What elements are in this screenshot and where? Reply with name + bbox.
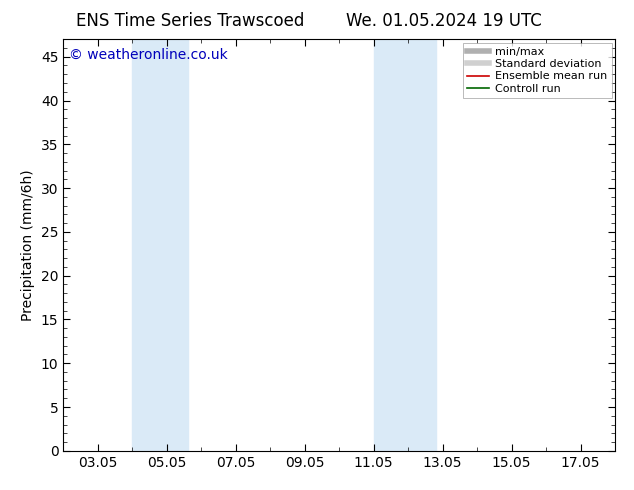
Y-axis label: Precipitation (mm/6h): Precipitation (mm/6h) <box>22 169 36 321</box>
Bar <box>373 39 436 451</box>
Text: We. 01.05.2024 19 UTC: We. 01.05.2024 19 UTC <box>346 12 541 30</box>
Legend: min/max, Standard deviation, Ensemble mean run, Controll run: min/max, Standard deviation, Ensemble me… <box>463 43 612 98</box>
Text: © weatheronline.co.uk: © weatheronline.co.uk <box>69 48 228 61</box>
Bar <box>133 39 188 451</box>
Text: ENS Time Series Trawscoed: ENS Time Series Trawscoed <box>76 12 304 30</box>
